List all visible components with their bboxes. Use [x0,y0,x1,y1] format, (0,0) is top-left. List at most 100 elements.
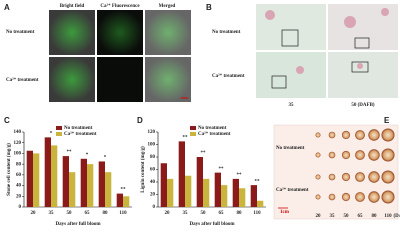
y-tick-label: 20 [150,193,156,198]
significance: ** [67,150,73,155]
legend-swatch [190,126,196,130]
fruit [328,131,336,139]
row-label: No treatment [276,146,305,151]
column-label: Bright field [60,4,85,9]
micrograph [49,10,95,55]
fruit [355,172,365,182]
legend-label: Ca²⁺ treatment [64,131,97,137]
stone-cell [296,66,304,74]
significance: * [50,131,53,136]
bar [69,172,76,207]
bar [196,157,203,207]
fruit-grid [278,128,395,209]
micrograph [97,57,143,102]
column-label: 80 [372,214,378,219]
y-axis-label: Stone cell content (mg/g) [7,143,12,196]
micrograph [49,57,95,102]
x-tick-label: 80 [103,211,109,216]
panel-label: C [4,116,10,125]
bar [26,150,33,207]
y-tick-label: 80 [16,162,22,167]
column-label: 20 [316,214,322,219]
y-tick-label: 40 [150,180,156,185]
significance: * [86,153,89,158]
y-tick-label: 100 [14,152,22,157]
fruit [315,174,321,180]
x-tick-label: 50 [67,211,73,216]
page: A Bright field Ca²⁺ Fluorescence Merged … [4,3,400,228]
bar [167,178,174,207]
significance: ** [183,136,189,141]
scale-label: 1cm [280,210,290,215]
column-label: 65 [358,214,364,219]
x-tick-label: 65 [219,211,225,216]
fruit [368,149,380,161]
bar [51,145,58,207]
bar [250,185,257,207]
fruit [328,173,336,181]
column-label: 110 [384,214,392,219]
fruit [381,128,395,142]
bar [185,175,192,207]
x-tick-label: 35 [183,211,189,216]
stone-cell [344,16,356,28]
micrograph [256,52,326,98]
inset-box [271,75,287,89]
bar [62,156,69,207]
significance: ** [237,173,243,178]
fruit [381,190,395,204]
y-tick-label: 120 [14,141,22,146]
fruit [368,191,380,203]
y-tick-label: 80 [150,155,156,160]
inset-box [354,37,370,49]
fruit [315,152,321,158]
y-tick-label: 0 [19,205,22,210]
inset-box [281,29,299,47]
bar [160,163,167,207]
y-tick-label: 40 [16,184,22,189]
column-label: (DAFB) [394,214,400,219]
column-label: 35 [289,103,295,108]
micrograph [256,4,326,50]
stone-cell [381,8,389,16]
fruit [328,151,336,159]
stone-cell [357,63,363,69]
significance: * [104,156,107,161]
significance: ** [201,151,207,156]
bar [221,185,228,207]
legend-swatch [190,132,196,136]
row-label: No treatment [6,30,35,35]
bar [203,178,210,207]
x-tick-label: 20 [31,211,37,216]
x-tick-label: 20 [165,211,171,216]
bar [123,196,130,207]
bar [116,193,123,207]
legend-swatch [56,126,62,130]
inset-box [351,61,369,73]
y-tick-label: 100 [148,143,156,148]
fruit [381,148,395,162]
fruit [341,130,351,140]
micrograph [97,10,143,55]
panel-label: B [206,3,212,12]
column-label: Merged [159,4,176,9]
fruit [381,170,395,184]
y-tick-label: 120 [148,130,156,135]
y-axis-label: Lignin content (mg/g) [141,146,146,193]
column-label: 35 [330,214,336,219]
bar [87,164,94,207]
fruit [368,129,380,141]
bar [232,178,239,207]
panel-label: E [384,116,390,125]
panel-label: D [137,116,143,125]
legend-label: No treatment [64,126,93,131]
bar [80,158,87,207]
column-label: 50 [344,214,350,219]
significance: ** [121,188,127,193]
significance: ** [219,167,225,172]
bar [257,200,264,207]
bar [105,172,112,207]
legend-label: Ca²⁺ treatment [198,131,231,137]
charts: C Stone cell content (mg/g) Days after ful… [4,116,266,227]
bar [98,161,105,207]
